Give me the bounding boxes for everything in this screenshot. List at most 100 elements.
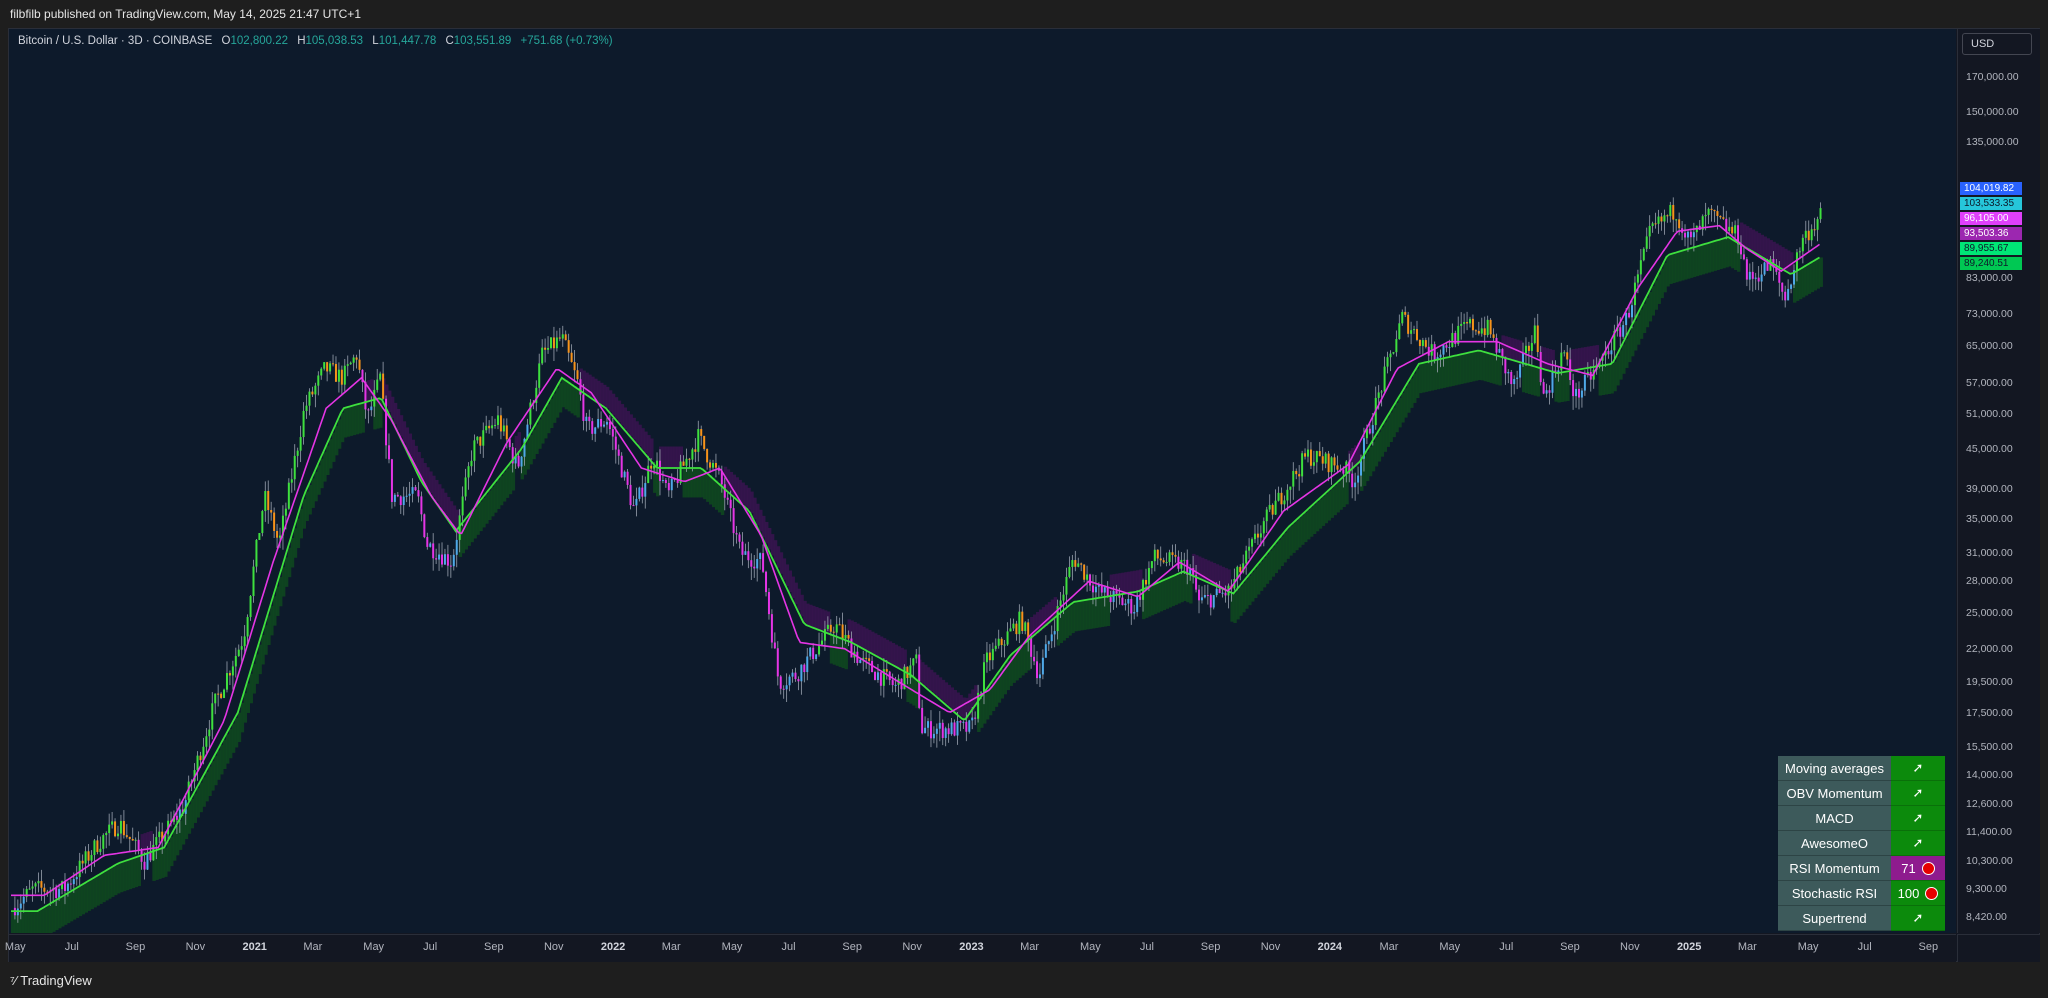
cloud-segment <box>1354 445 1358 467</box>
candle <box>611 429 614 437</box>
cloud-segment <box>1631 326 1635 357</box>
cloud-segment <box>438 484 442 506</box>
cloud-segment <box>49 904 53 933</box>
cloud-segment <box>709 475 713 505</box>
candle <box>1171 552 1174 555</box>
candle <box>1421 340 1424 347</box>
currency-selector[interactable]: USD <box>1962 33 2032 55</box>
candle <box>61 881 64 890</box>
cloud-segment <box>929 669 934 692</box>
cloud-segment <box>393 402 398 425</box>
indicator-row: MACD ➚ <box>1778 805 1945 831</box>
cloud-segment <box>376 399 380 429</box>
candle <box>950 722 953 735</box>
candle <box>249 596 252 618</box>
chart-plot-area[interactable] <box>9 29 1956 933</box>
cloud-segment <box>1810 262 1815 293</box>
cloud-segment <box>974 685 978 707</box>
price-tick-label: 11,400.00 <box>1966 826 2012 839</box>
cloud-segment <box>340 412 345 443</box>
candle <box>149 852 152 861</box>
candle <box>844 634 847 639</box>
price-axis[interactable] <box>1957 29 2040 933</box>
cloud-segment <box>629 414 633 436</box>
candle <box>1819 208 1822 220</box>
cloud-segment <box>1259 561 1264 591</box>
time-tick-label: 2024 <box>1317 941 1343 953</box>
indicator-value: 71 <box>1891 855 1945 881</box>
candle <box>570 352 573 363</box>
cloud-segment <box>1077 601 1081 631</box>
candle <box>382 373 385 399</box>
symbol-name[interactable]: Bitcoin / U.S. Dollar · 3D · COINBASE <box>18 35 213 47</box>
cloud-segment <box>1563 372 1567 402</box>
cloud-segment <box>859 625 863 647</box>
cloud-segment <box>744 485 748 507</box>
cloud-segment <box>202 777 206 807</box>
candle <box>876 672 879 680</box>
cloud-segment <box>1265 554 1270 584</box>
candle <box>491 425 494 429</box>
cloud-segment <box>1171 576 1175 607</box>
candle <box>1100 584 1103 593</box>
cloud-segment <box>108 869 112 899</box>
cloud-segment <box>1006 660 1010 691</box>
candle <box>1639 260 1642 275</box>
cloud-segment <box>249 673 253 704</box>
cloud-segment <box>1233 593 1237 623</box>
candle <box>1474 330 1477 332</box>
candle <box>305 405 308 411</box>
candle <box>806 656 809 673</box>
cloud-segment <box>1395 402 1399 433</box>
candle <box>225 673 228 690</box>
open-key: O <box>221 35 231 47</box>
cloud-segment <box>1742 224 1747 246</box>
cloud-segment <box>78 886 83 917</box>
price-tick-label: 28,000.00 <box>1966 575 2013 588</box>
candle <box>558 337 561 339</box>
candle <box>461 496 464 516</box>
tradingview-logo[interactable]: ⁷⁄ TradingView <box>10 973 92 988</box>
cloud-segment <box>128 859 133 890</box>
candle <box>797 679 800 682</box>
candle <box>750 560 753 567</box>
candle <box>547 348 550 350</box>
candle <box>1333 457 1336 466</box>
indicator-name: Supertrend <box>1778 905 1891 931</box>
candle <box>638 487 641 499</box>
cloud-segment <box>1760 234 1765 257</box>
candle <box>1716 211 1719 216</box>
cloud-segment <box>1433 360 1438 390</box>
candle <box>435 558 438 560</box>
time-axis[interactable] <box>9 934 1956 962</box>
cloud-segment <box>1053 597 1058 619</box>
candle <box>417 490 420 497</box>
cloud-segment <box>276 586 280 616</box>
cloud-segment <box>938 677 943 699</box>
cloud-segment <box>1589 346 1594 368</box>
cloud-segment <box>1256 565 1261 595</box>
cloud-segment <box>762 515 766 538</box>
candle <box>125 835 128 837</box>
cloud-segment <box>1731 238 1735 269</box>
candle <box>393 494 396 502</box>
cloud-segment <box>982 694 987 724</box>
cloud-segment <box>485 494 489 524</box>
price-chart[interactable] <box>9 29 1956 933</box>
candle <box>871 660 874 673</box>
cloud-segment <box>19 911 24 933</box>
cloud-segment <box>1751 229 1756 252</box>
cloud-segment <box>688 468 692 498</box>
cloud-segment <box>1728 237 1732 267</box>
candle <box>552 337 555 349</box>
cloud-segment <box>287 547 292 578</box>
cloud-segment <box>1418 363 1423 394</box>
cloud-segment <box>703 469 707 500</box>
candle <box>1463 322 1466 324</box>
candle <box>1469 318 1472 324</box>
indicator-value-text: 100 <box>1897 885 1920 901</box>
cloud-segment <box>284 557 289 587</box>
cloud-segment <box>46 905 50 933</box>
candle <box>199 755 202 761</box>
candle <box>1457 325 1460 344</box>
